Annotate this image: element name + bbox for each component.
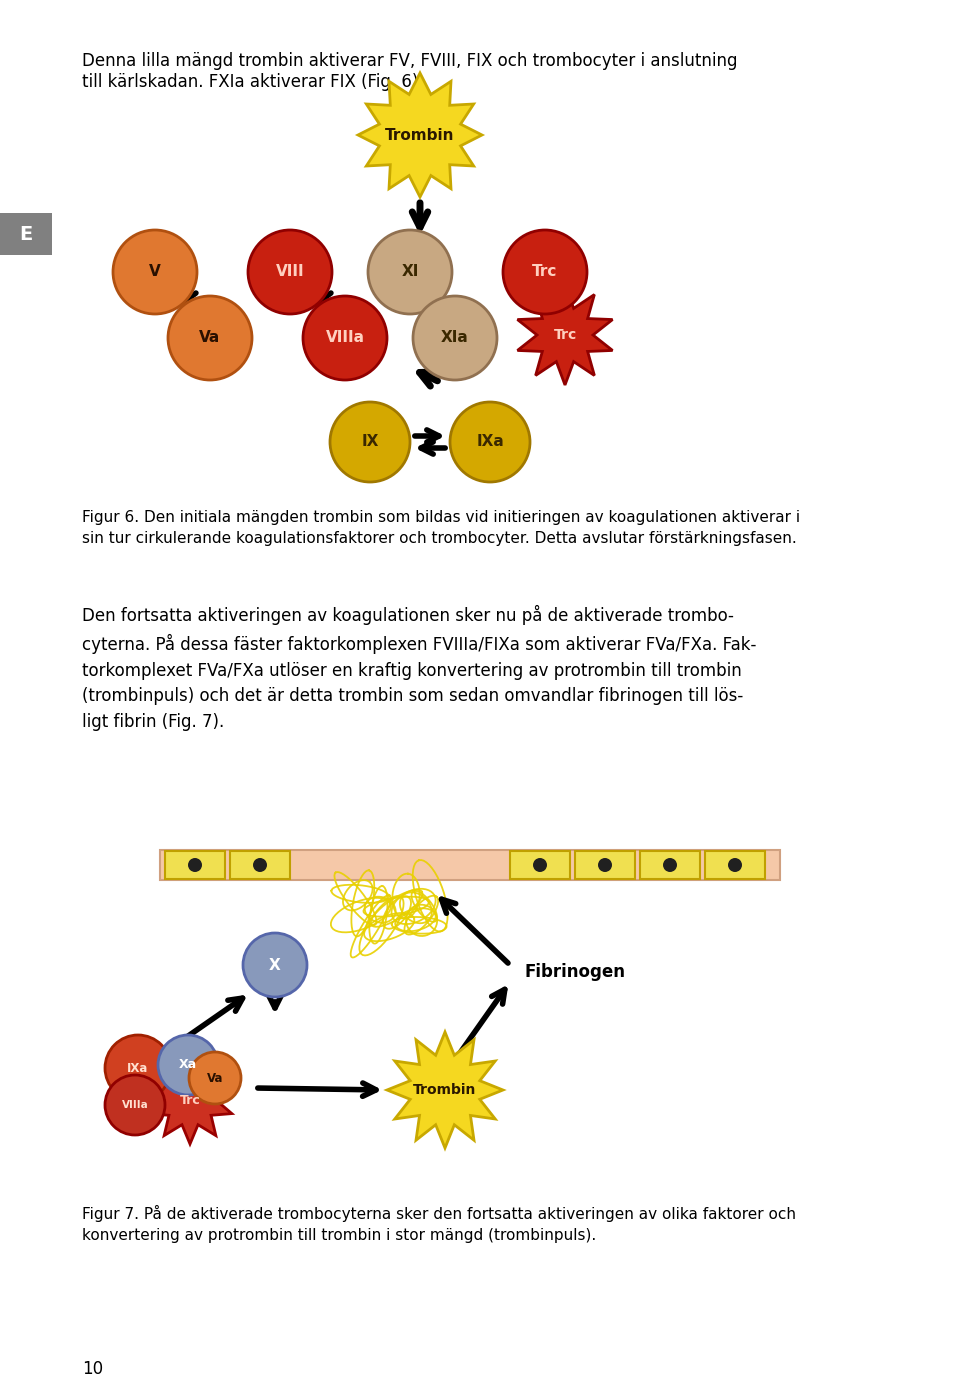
Text: Va: Va xyxy=(200,331,221,345)
FancyBboxPatch shape xyxy=(160,850,780,881)
Text: VIIIa: VIIIa xyxy=(122,1100,149,1110)
Circle shape xyxy=(105,1035,171,1102)
Circle shape xyxy=(105,1075,165,1135)
Text: X: X xyxy=(269,957,281,972)
Text: XIa: XIa xyxy=(442,331,468,345)
Circle shape xyxy=(503,230,587,314)
Circle shape xyxy=(663,858,677,872)
Circle shape xyxy=(243,933,307,997)
Text: Trombin: Trombin xyxy=(414,1084,477,1097)
Circle shape xyxy=(368,230,452,314)
Text: Den fortsatta aktiveringen av koagulationen sker nu på de aktiverade trombo-
cyt: Den fortsatta aktiveringen av koagulatio… xyxy=(82,605,756,732)
Text: Trc: Trc xyxy=(180,1093,201,1106)
Circle shape xyxy=(189,1052,241,1104)
Text: Figur 6. Den initiala mängden trombin som bildas vid initieringen av koagulation: Figur 6. Den initiala mängden trombin so… xyxy=(82,510,800,547)
Text: VIII: VIII xyxy=(276,264,304,280)
Text: 10: 10 xyxy=(82,1360,103,1378)
Text: Va: Va xyxy=(206,1071,224,1085)
FancyBboxPatch shape xyxy=(575,851,635,879)
FancyBboxPatch shape xyxy=(640,851,700,879)
Text: Trc: Trc xyxy=(532,264,558,280)
Text: Trc: Trc xyxy=(553,328,577,342)
Text: V: V xyxy=(149,264,161,280)
Text: Denna lilla mängd trombin aktiverar FV, FVIII, FIX och trombocyter i anslutning
: Denna lilla mängd trombin aktiverar FV, … xyxy=(82,51,737,90)
Text: Trombin: Trombin xyxy=(385,128,455,142)
Text: IX: IX xyxy=(361,434,378,449)
FancyBboxPatch shape xyxy=(0,213,52,255)
Circle shape xyxy=(330,402,410,483)
FancyBboxPatch shape xyxy=(705,851,765,879)
Text: Figur 7. På de aktiverade trombocyterna sker den fortsatta aktiveringen av olika: Figur 7. På de aktiverade trombocyterna … xyxy=(82,1205,796,1244)
Circle shape xyxy=(188,858,202,872)
Text: IXa: IXa xyxy=(476,434,504,449)
Text: IXa: IXa xyxy=(128,1061,149,1074)
Circle shape xyxy=(113,230,197,314)
Text: Xa: Xa xyxy=(179,1059,197,1071)
Text: VIIIa: VIIIa xyxy=(325,331,365,345)
Circle shape xyxy=(450,402,530,483)
Circle shape xyxy=(253,858,267,872)
Circle shape xyxy=(168,296,252,380)
Polygon shape xyxy=(387,1032,503,1148)
Circle shape xyxy=(303,296,387,380)
Polygon shape xyxy=(517,285,612,385)
Circle shape xyxy=(248,230,332,314)
Text: XI: XI xyxy=(401,264,419,280)
FancyBboxPatch shape xyxy=(165,851,225,879)
Polygon shape xyxy=(148,1056,232,1143)
Polygon shape xyxy=(358,72,482,198)
FancyBboxPatch shape xyxy=(230,851,290,879)
Circle shape xyxy=(728,858,742,872)
Circle shape xyxy=(413,296,497,380)
Circle shape xyxy=(158,1035,218,1095)
Text: E: E xyxy=(19,224,33,243)
Circle shape xyxy=(533,858,547,872)
FancyBboxPatch shape xyxy=(510,851,570,879)
Text: Fibrinogen: Fibrinogen xyxy=(525,963,626,981)
Circle shape xyxy=(598,858,612,872)
